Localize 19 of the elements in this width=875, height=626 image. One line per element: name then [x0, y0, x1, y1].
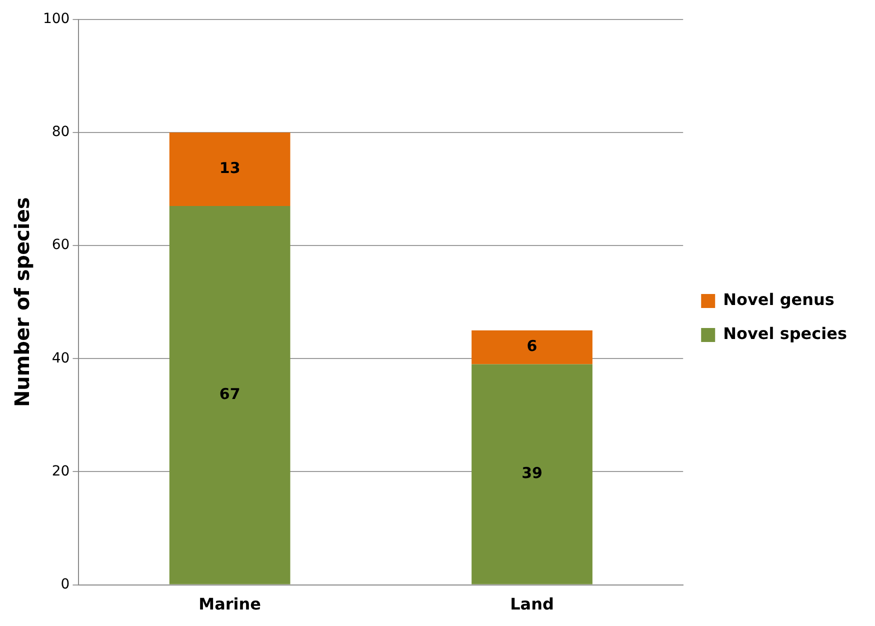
- bar: [169, 132, 290, 206]
- x-tick-label: Land: [510, 594, 554, 614]
- y-tick-label: 80: [52, 124, 70, 140]
- data-label: 6: [526, 337, 538, 356]
- y-tick-label: 100: [42, 11, 70, 28]
- bar: [472, 364, 592, 584]
- x-tick-label: Marine: [198, 594, 262, 614]
- data-label: 39: [522, 464, 542, 482]
- bar: [472, 330, 592, 364]
- y-tick-label: 0: [60, 576, 70, 592]
- data-label: 67: [219, 385, 240, 404]
- bar: [169, 206, 290, 584]
- legend-label: Novel species: [723, 324, 847, 344]
- data-label: 13: [219, 159, 240, 178]
- y-tick-label: 20: [52, 463, 70, 480]
- legend-label: Novel genus: [723, 290, 834, 310]
- y-tick-label: 40: [52, 350, 70, 366]
- y-tick-label: 60: [52, 237, 70, 254]
- y-axis-title: Number of species: [10, 197, 34, 408]
